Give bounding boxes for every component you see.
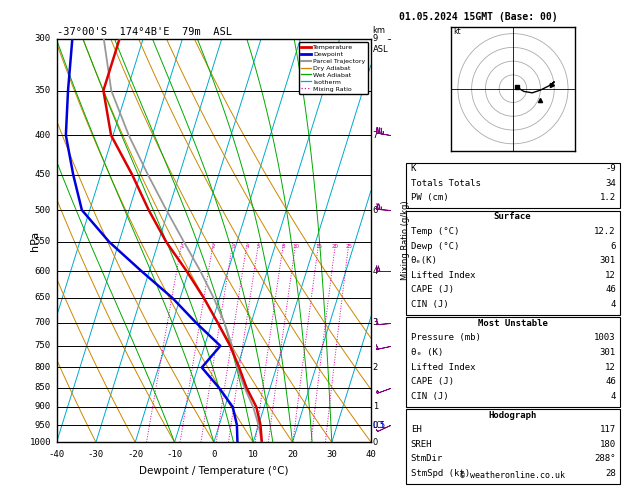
- Text: Mixing Ratio (g/kg): Mixing Ratio (g/kg): [401, 201, 410, 280]
- Text: 800: 800: [35, 363, 51, 372]
- Text: 40: 40: [365, 451, 377, 459]
- Text: 450: 450: [35, 170, 51, 179]
- Text: 0: 0: [211, 451, 216, 459]
- Text: -40: -40: [48, 451, 65, 459]
- Text: Totals Totals: Totals Totals: [411, 179, 481, 188]
- Legend: Temperature, Dewpoint, Parcel Trajectory, Dry Adiabat, Wet Adiabat, Isotherm, Mi: Temperature, Dewpoint, Parcel Trajectory…: [299, 42, 368, 94]
- Text: 10: 10: [248, 451, 259, 459]
- Text: StmDir: StmDir: [411, 454, 443, 464]
- Text: 30: 30: [326, 451, 337, 459]
- Text: © weatheronline.co.uk: © weatheronline.co.uk: [460, 471, 565, 480]
- Text: Most Unstable: Most Unstable: [477, 319, 548, 328]
- Text: -9: -9: [605, 164, 616, 174]
- Text: 650: 650: [35, 294, 51, 302]
- Text: 900: 900: [35, 402, 51, 412]
- Text: PW (cm): PW (cm): [411, 193, 448, 203]
- Text: K: K: [411, 164, 416, 174]
- Text: Temp (°C): Temp (°C): [411, 227, 459, 236]
- Text: 301: 301: [599, 348, 616, 357]
- Text: 180: 180: [599, 440, 616, 449]
- Text: 0.5: 0.5: [372, 420, 386, 430]
- Text: 4: 4: [372, 267, 378, 276]
- Text: 3: 3: [372, 318, 378, 327]
- Text: 117: 117: [599, 425, 616, 434]
- Text: 25: 25: [345, 244, 352, 249]
- Text: 850: 850: [35, 383, 51, 392]
- Text: EH: EH: [411, 425, 421, 434]
- Text: CIN (J): CIN (J): [411, 392, 448, 401]
- Text: Dewpoint / Temperature (°C): Dewpoint / Temperature (°C): [139, 467, 289, 476]
- Text: 2: 2: [372, 363, 378, 372]
- Text: 500: 500: [35, 206, 51, 214]
- Text: -30: -30: [88, 451, 104, 459]
- Text: Surface: Surface: [494, 212, 532, 222]
- Text: 300: 300: [35, 35, 51, 43]
- Text: 400: 400: [35, 131, 51, 140]
- Text: 950: 950: [35, 420, 51, 430]
- Text: 46: 46: [605, 377, 616, 386]
- Text: Lifted Index: Lifted Index: [411, 271, 476, 280]
- Text: StmSpd (kt): StmSpd (kt): [411, 469, 470, 478]
- Text: 1.2: 1.2: [599, 193, 616, 203]
- Text: Hodograph: Hodograph: [489, 411, 537, 420]
- Text: -10: -10: [167, 451, 182, 459]
- Text: 12.2: 12.2: [594, 227, 616, 236]
- Text: CAPE (J): CAPE (J): [411, 285, 454, 295]
- Text: 0: 0: [372, 438, 378, 447]
- Text: 700: 700: [35, 318, 51, 327]
- Text: ASL: ASL: [372, 45, 388, 54]
- Text: 12: 12: [605, 363, 616, 372]
- Text: -37°00'S  174°4B'E  79m  ASL: -37°00'S 174°4B'E 79m ASL: [57, 27, 231, 37]
- Text: 5: 5: [257, 244, 260, 249]
- Text: 12: 12: [605, 271, 616, 280]
- Text: 350: 350: [35, 86, 51, 95]
- Text: Lifted Index: Lifted Index: [411, 363, 476, 372]
- Text: θₑ(K): θₑ(K): [411, 256, 438, 265]
- Text: 750: 750: [35, 341, 51, 350]
- Text: kt: kt: [454, 27, 461, 35]
- Text: 1000: 1000: [30, 438, 51, 447]
- Text: 600: 600: [35, 267, 51, 276]
- Text: Pressure (mb): Pressure (mb): [411, 333, 481, 343]
- Text: 301: 301: [599, 256, 616, 265]
- Text: 6: 6: [610, 242, 616, 251]
- Text: 7: 7: [372, 131, 378, 140]
- Text: 01.05.2024 15GMT (Base: 00): 01.05.2024 15GMT (Base: 00): [399, 12, 558, 22]
- Text: 20: 20: [332, 244, 339, 249]
- Text: 15: 15: [315, 244, 322, 249]
- Text: 4: 4: [610, 300, 616, 309]
- Text: 6: 6: [372, 206, 378, 214]
- Text: 2: 2: [211, 244, 215, 249]
- Text: CIN (J): CIN (J): [411, 300, 448, 309]
- Text: 8: 8: [282, 244, 286, 249]
- Text: 20: 20: [287, 451, 298, 459]
- Text: Dewp (°C): Dewp (°C): [411, 242, 459, 251]
- Text: 9: 9: [372, 35, 378, 43]
- Text: 10: 10: [292, 244, 299, 249]
- Text: km: km: [372, 26, 386, 35]
- Text: θₑ (K): θₑ (K): [411, 348, 443, 357]
- Text: 3: 3: [231, 244, 235, 249]
- Text: 34: 34: [605, 179, 616, 188]
- Text: hPa: hPa: [30, 230, 40, 251]
- Text: 1: 1: [180, 244, 184, 249]
- Text: 4: 4: [610, 392, 616, 401]
- Text: 4: 4: [245, 244, 249, 249]
- Text: 1003: 1003: [594, 333, 616, 343]
- Text: 46: 46: [605, 285, 616, 295]
- Text: CAPE (J): CAPE (J): [411, 377, 454, 386]
- Text: -20: -20: [127, 451, 143, 459]
- Text: 288°: 288°: [594, 454, 616, 464]
- Text: 1: 1: [372, 402, 378, 412]
- Text: 28: 28: [605, 469, 616, 478]
- Text: SREH: SREH: [411, 440, 432, 449]
- Text: LCL: LCL: [372, 420, 386, 430]
- Text: 550: 550: [35, 238, 51, 246]
